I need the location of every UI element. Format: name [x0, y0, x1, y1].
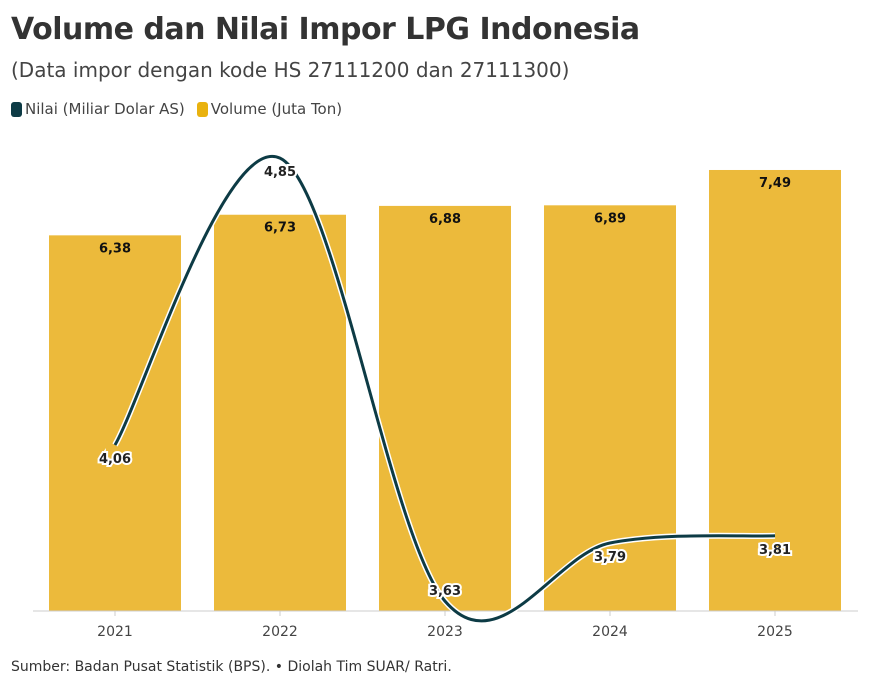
bar-data-label: 6,88	[429, 212, 461, 227]
bar-2022	[214, 214, 346, 611]
bar-data-label: 7,49	[759, 176, 791, 191]
line-data-label: 3,81	[759, 543, 791, 558]
bar-data-label: 6,38	[99, 241, 131, 256]
legend-label: Volume (Juta Ton)	[210, 100, 343, 118]
chart-title: Volume dan Nilai Impor LPG Indonesia	[11, 12, 640, 47]
bar-2023	[379, 205, 511, 612]
bar-data-label: 6,89	[594, 211, 626, 226]
line-data-label: 4,85	[264, 165, 296, 180]
x-tick-label: 2021	[97, 624, 133, 640]
line-nilai	[113, 154, 776, 623]
line-data-label: 4,06	[99, 452, 131, 467]
legend: Nilai (Miliar Dolar AS) Volume (Juta Ton…	[11, 100, 342, 118]
legend-item-nilai[interactable]: Nilai (Miliar Dolar AS)	[11, 100, 185, 118]
source-note: Sumber: Badan Pusat Statistik (BPS). • D…	[11, 659, 452, 675]
legend-item-volume[interactable]: Volume (Juta Ton)	[196, 100, 343, 118]
x-tick-label: 2023	[427, 624, 463, 640]
line-data-label: 3,79	[594, 550, 626, 565]
x-tick-label: 2022	[262, 624, 298, 640]
x-tick-label: 2025	[757, 624, 793, 640]
bar-data-label: 6,73	[264, 221, 296, 236]
bar-2021	[49, 235, 181, 612]
x-tick-label: 2024	[592, 624, 628, 640]
legend-label: Nilai (Miliar Dolar AS)	[25, 100, 185, 118]
legend-swatch	[196, 101, 208, 117]
legend-swatch	[11, 101, 22, 117]
line-data-label: 3,63	[429, 584, 461, 599]
chart-subtitle: (Data impor dengan kode HS 27111200 dan …	[11, 58, 570, 82]
